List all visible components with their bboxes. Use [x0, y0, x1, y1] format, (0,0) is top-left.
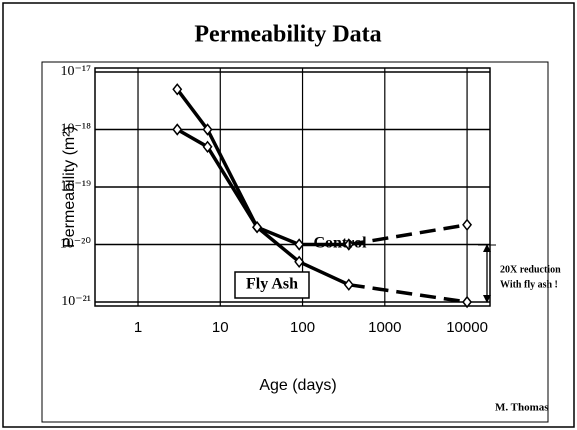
series-line — [348, 223, 468, 247]
data-point — [462, 218, 473, 232]
label-box — [234, 271, 310, 299]
x-tick-label: 100 — [290, 319, 315, 336]
y-tick-label: 10⁻¹⁹ — [61, 179, 92, 194]
series-label: Fly Ash — [246, 276, 298, 293]
x-axis-label: Age (days) — [259, 377, 336, 394]
chart-title: Permeability Data — [194, 22, 381, 48]
data-point — [202, 140, 213, 154]
y-tick-label: 10⁻¹⁷ — [61, 64, 92, 79]
data-point — [172, 83, 183, 96]
data-point — [252, 220, 263, 234]
x-tick-label: 10000 — [446, 319, 488, 336]
series-line — [348, 282, 468, 304]
data-point — [343, 278, 354, 291]
y-tick-label: 10⁻²¹ — [61, 294, 91, 309]
data-point — [172, 123, 183, 136]
annotation: 20X reduction — [500, 264, 561, 275]
y-tick-label: 10⁻²⁰ — [60, 237, 92, 252]
data-point — [462, 295, 473, 309]
data-point — [343, 238, 354, 251]
x-tick-label: 1000 — [368, 319, 401, 336]
x-tick-label: 1 — [134, 319, 142, 336]
credit: M. Thomas — [495, 402, 549, 414]
annotation: With fly ash ! — [500, 279, 558, 290]
y-tick-label: 10⁻¹⁸ — [61, 122, 92, 137]
series-label: Control — [313, 235, 367, 252]
plot-frame — [41, 61, 549, 423]
data-point — [202, 123, 213, 136]
data-point — [294, 238, 305, 251]
x-tick-label: 10 — [212, 319, 229, 336]
data-point — [294, 255, 305, 269]
y-axis-label: Permeability (m²) — [61, 126, 78, 248]
